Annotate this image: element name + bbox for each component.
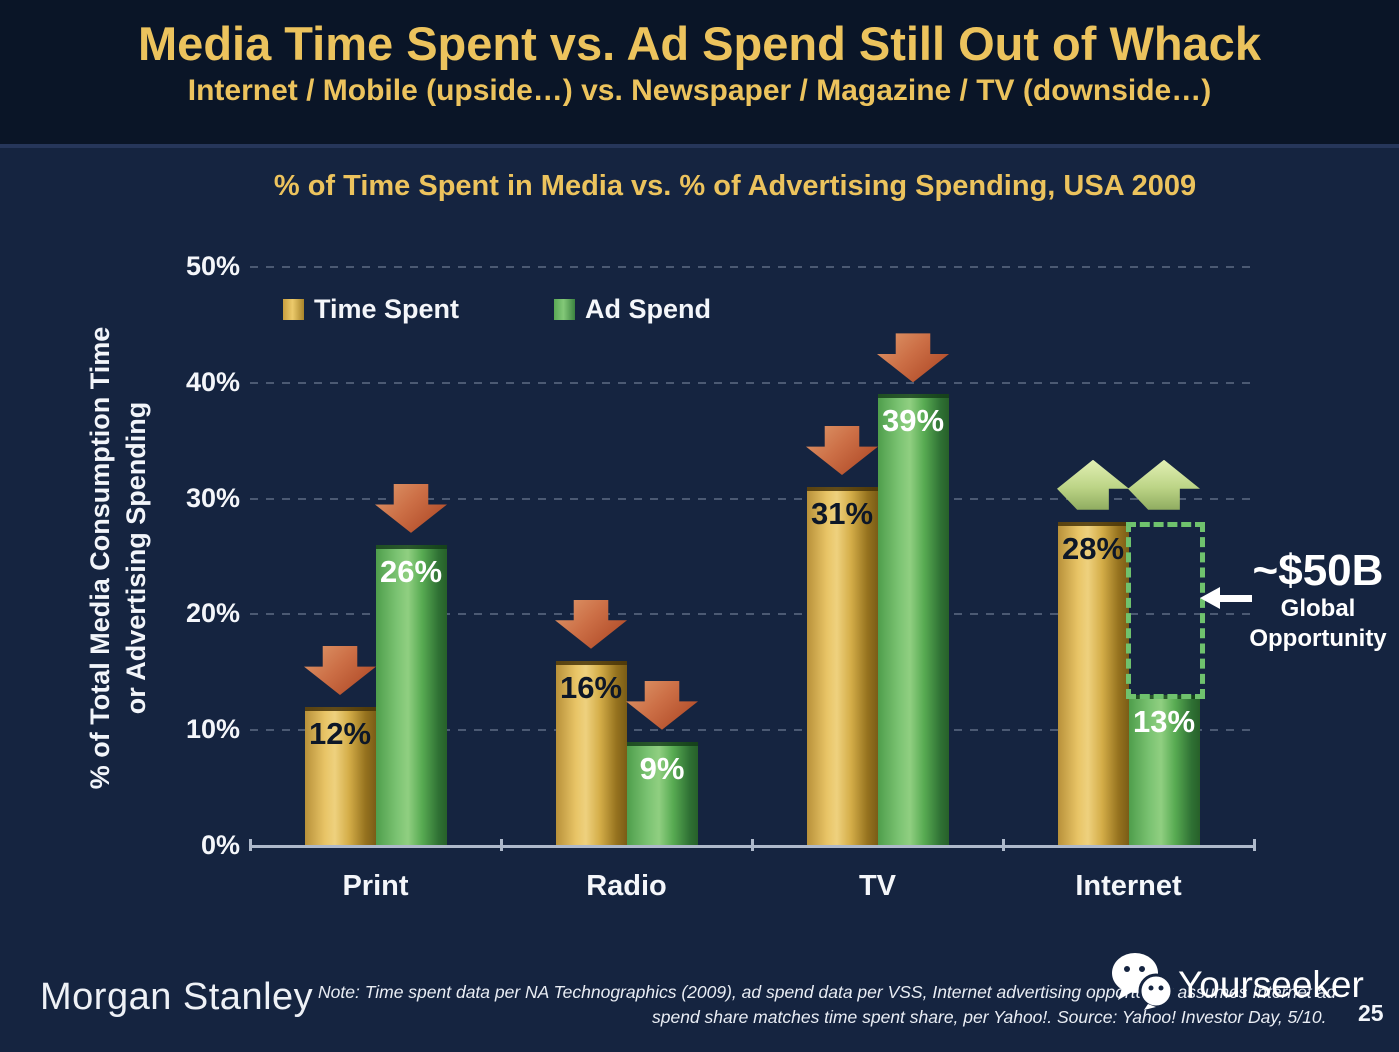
legend-swatch-icon bbox=[283, 299, 304, 320]
x-axis-tick bbox=[751, 839, 754, 851]
gridline-10 bbox=[250, 729, 1254, 732]
bar-print-time-spent bbox=[304, 707, 376, 845]
chart-title: % of Time Spent in Media vs. % of Advert… bbox=[273, 170, 1197, 202]
trend-up-arrow-icon bbox=[1128, 459, 1200, 510]
gridline-40 bbox=[250, 381, 1254, 384]
bar-print-ad-spend bbox=[375, 544, 447, 845]
gridline-50 bbox=[250, 266, 1254, 268]
left-arrow-icon bbox=[1200, 587, 1252, 609]
trend-down-arrow-icon bbox=[877, 333, 949, 383]
bar-tv-ad-spend bbox=[877, 394, 949, 845]
footnote-line2: spend share matches time spent share, pe… bbox=[652, 1007, 1327, 1027]
y-tick-label: 40% bbox=[185, 366, 240, 397]
bar-value-label: 31% bbox=[810, 496, 874, 532]
bar-radio-ad-spend bbox=[626, 741, 698, 845]
legend-item-time-spent: Time Spent bbox=[283, 294, 459, 325]
wechat-icon bbox=[1112, 953, 1174, 1010]
slide-title: Media Time Spent vs. Ad Spend Still Out … bbox=[138, 17, 1261, 70]
gridline-20 bbox=[250, 613, 1254, 616]
y-tick-label: 0% bbox=[200, 830, 240, 860]
bar-value-label: 39% bbox=[881, 403, 945, 439]
x-category-label-print: Print bbox=[342, 870, 409, 902]
opportunity-label-line1: Global bbox=[1280, 595, 1356, 622]
y-tick-label: 10% bbox=[185, 714, 240, 745]
bar-value-label: 13% bbox=[1132, 704, 1196, 740]
legend-label: Time Spent bbox=[314, 294, 460, 324]
opportunity-dashed-box bbox=[1125, 521, 1205, 700]
morgan-stanley-logo: Morgan Stanley bbox=[40, 976, 314, 1018]
legend: Time Spent Ad Spend bbox=[283, 294, 711, 325]
trend-down-arrow-icon bbox=[806, 426, 878, 476]
slide-subtitle: Internet / Mobile (upside…) vs. Newspape… bbox=[187, 74, 1212, 107]
bar-value-label: 12% bbox=[308, 716, 372, 752]
x-axis-tick bbox=[1253, 839, 1256, 851]
bar-value-label: 9% bbox=[639, 750, 685, 786]
legend-item-ad-spend: Ad Spend bbox=[554, 294, 711, 325]
legend-swatch-icon bbox=[554, 299, 576, 320]
trend-down-arrow-icon bbox=[375, 483, 447, 533]
trend-up-arrow-icon bbox=[1057, 459, 1129, 510]
legend-label: Ad Spend bbox=[585, 294, 712, 324]
x-category-label-internet: Internet bbox=[1075, 870, 1182, 902]
opportunity-value: ~$50B bbox=[1252, 546, 1384, 595]
watermark: Yourseeker bbox=[1108, 952, 1364, 1010]
y-tick-label: 30% bbox=[185, 482, 240, 513]
opportunity-annotation: ~$50B Global Opportunity bbox=[1238, 548, 1398, 654]
page-number: 25 bbox=[1358, 1000, 1384, 1026]
title-band bbox=[0, 0, 1399, 144]
bar-tv-time-spent bbox=[806, 487, 878, 845]
y-tick-label: 20% bbox=[185, 598, 240, 629]
footnote-line1: Note: Time spent data per NA Technograph… bbox=[318, 982, 1337, 1002]
title-divider bbox=[0, 144, 1399, 148]
y-tick-label: 50% bbox=[185, 251, 240, 281]
trend-down-arrow-icon bbox=[304, 646, 376, 696]
bar-value-label: 16% bbox=[559, 669, 623, 705]
trend-down-arrow-icon bbox=[555, 599, 627, 649]
watermark-text: Yourseeker bbox=[1178, 964, 1364, 1005]
opportunity-label-line2: Opportunity bbox=[1249, 625, 1387, 652]
bar-value-label: 26% bbox=[379, 553, 443, 589]
bar-radio-time-spent bbox=[555, 660, 627, 845]
x-category-label-tv: TV bbox=[858, 870, 897, 902]
x-axis-tick bbox=[249, 839, 252, 851]
y-axis-title-line1: % of Total Media Consumption Time bbox=[85, 326, 115, 790]
trend-down-arrow-icon bbox=[626, 680, 698, 730]
bar-internet-time-spent bbox=[1057, 521, 1129, 845]
x-axis-tick bbox=[500, 839, 503, 851]
bar-value-label: 28% bbox=[1061, 530, 1125, 566]
x-axis-tick bbox=[1002, 839, 1005, 851]
gridline-30 bbox=[250, 497, 1254, 500]
x-category-label-radio: Radio bbox=[586, 870, 667, 902]
